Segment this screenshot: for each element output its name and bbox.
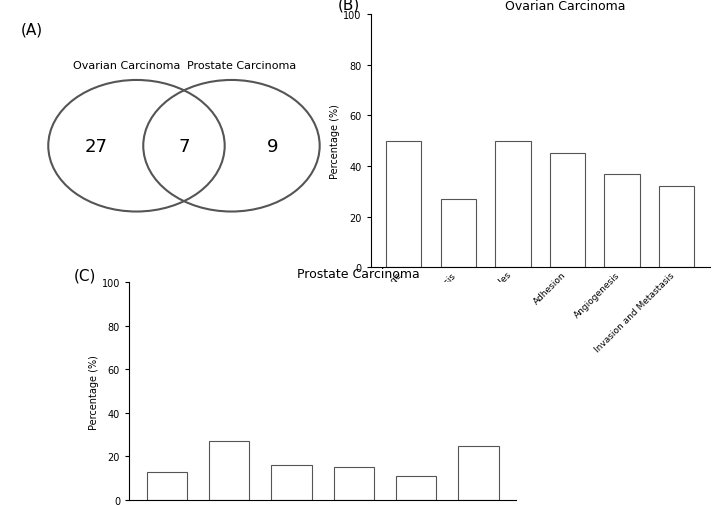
Bar — [550, 154, 585, 268]
Bar — [333, 468, 374, 500]
Text: Ovarian Carcinoma: Ovarian Carcinoma — [505, 0, 625, 13]
Text: (A): (A) — [21, 23, 43, 38]
Text: 7: 7 — [179, 137, 190, 156]
Bar — [604, 174, 640, 268]
Bar — [495, 141, 531, 268]
Bar — [147, 472, 187, 500]
Text: (B): (B) — [338, 0, 361, 13]
Text: (C): (C) — [73, 268, 96, 283]
Y-axis label: Percentage (%): Percentage (%) — [89, 354, 99, 429]
Bar — [659, 187, 694, 268]
Text: 9: 9 — [267, 137, 278, 156]
Text: 27: 27 — [85, 137, 108, 156]
Text: Prostate Carcinoma: Prostate Carcinoma — [297, 267, 419, 280]
Bar — [396, 476, 437, 500]
Y-axis label: Percentage (%): Percentage (%) — [331, 104, 341, 179]
Bar — [209, 441, 250, 500]
Bar — [440, 199, 476, 268]
Bar — [271, 465, 312, 500]
Text: Prostate Carcinoma: Prostate Carcinoma — [187, 61, 296, 71]
Text: Ovarian Carcinoma: Ovarian Carcinoma — [72, 61, 180, 71]
Bar — [386, 141, 422, 268]
Bar — [458, 445, 498, 500]
